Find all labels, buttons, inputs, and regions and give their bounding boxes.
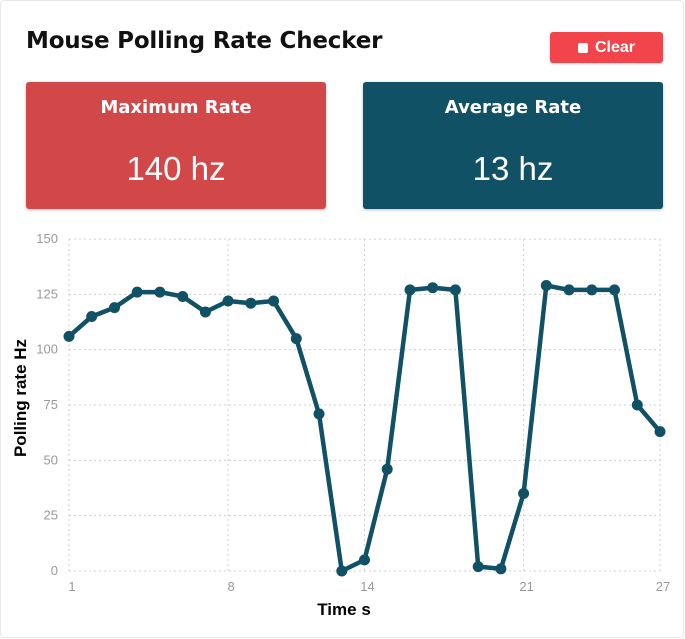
- y-tick-label: 125: [36, 286, 58, 301]
- data-point: [245, 297, 257, 309]
- average-rate-label: Average Rate: [444, 97, 582, 118]
- data-point: [199, 306, 211, 318]
- data-point: [381, 463, 393, 475]
- data-point: [518, 488, 530, 499]
- data-point: [449, 284, 461, 296]
- data-point: [268, 295, 280, 307]
- data-point: [563, 284, 575, 296]
- chart-grid: [68, 238, 661, 572]
- clear-button-label: Clear: [594, 38, 636, 56]
- data-point: [109, 302, 120, 314]
- data-points: [63, 280, 666, 577]
- data-point: [472, 561, 484, 573]
- x-tick-label: 27: [656, 579, 670, 594]
- data-point: [290, 333, 302, 345]
- data-point: [404, 284, 416, 296]
- x-tick-label: 14: [360, 579, 374, 594]
- x-tick-label: 1: [68, 579, 75, 594]
- average-rate-card: Average Rate 13 hz: [363, 82, 663, 209]
- data-point: [631, 399, 643, 411]
- y-axis-label: Polling rate Hz: [11, 339, 30, 457]
- y-tick-label: 0: [51, 563, 58, 578]
- y-axis-ticks: 0 25 50 75 100 125 150: [36, 231, 58, 578]
- polling-rate-line: [66, 283, 663, 574]
- x-axis-ticks: 1 8 14 21 27: [68, 579, 670, 594]
- y-tick-label: 25: [44, 508, 58, 523]
- data-point: [359, 554, 370, 566]
- y-tick-label: 150: [36, 231, 58, 246]
- data-point: [86, 311, 98, 322]
- data-point: [495, 563, 507, 575]
- maximum-rate-value: 140 hz: [126, 150, 226, 187]
- data-point: [427, 282, 439, 294]
- data-point: [63, 330, 75, 342]
- data-point: [654, 426, 666, 438]
- data-point: [131, 286, 143, 298]
- polling-rate-chart: 0 25 50 75 100 125 150 1 8 14 21 27 Time s Polling…: [11, 231, 670, 619]
- data-point: [609, 284, 620, 296]
- y-tick-label: 75: [44, 397, 58, 412]
- y-tick-label: 100: [36, 342, 58, 357]
- maximum-rate-card: Maximum Rate 140 hz: [26, 82, 326, 209]
- x-axis-label: Time s: [317, 600, 371, 619]
- x-tick-label: 8: [227, 579, 234, 594]
- maximum-rate-label: Maximum Rate: [100, 97, 252, 118]
- clear-button[interactable]: Clear: [550, 32, 663, 63]
- data-point: [154, 286, 166, 298]
- data-point: [586, 284, 598, 296]
- stop-icon: [577, 42, 588, 53]
- data-point: [222, 295, 234, 307]
- page-title: Mouse Polling Rate Checker: [26, 28, 383, 54]
- data-point: [313, 408, 325, 420]
- data-point: [177, 291, 189, 302]
- y-tick-label: 50: [44, 452, 58, 467]
- data-point: [336, 565, 348, 577]
- average-rate-value: 13 hz: [472, 150, 554, 187]
- x-tick-label: 21: [519, 579, 533, 594]
- data-point: [540, 280, 552, 291]
